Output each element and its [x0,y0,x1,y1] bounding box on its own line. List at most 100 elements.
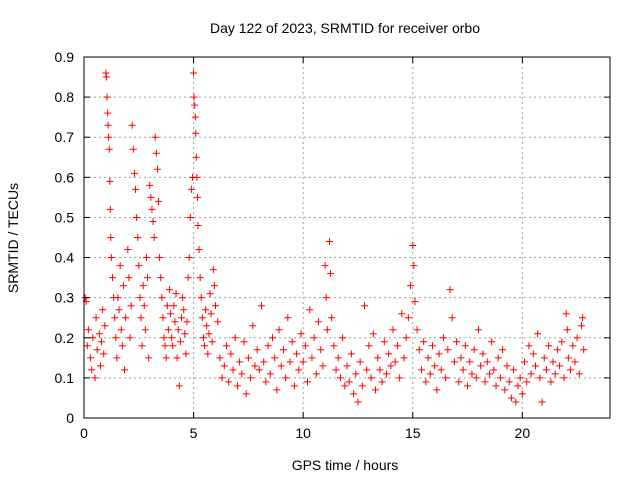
data-point [321,262,329,270]
data-point [424,354,432,362]
data-point [564,354,572,362]
data-point [358,382,366,390]
x-axis-label: GPS time / hours [292,457,399,473]
y-tick-label: 0.4 [55,250,75,266]
data-point [483,358,491,366]
data-point [145,354,153,362]
data-point [573,334,581,342]
data-point [315,318,323,326]
data-point [209,266,217,274]
data-point [107,234,115,241]
data-point [157,274,165,282]
data-point [466,358,474,366]
data-point [317,346,325,354]
data-point [102,73,110,81]
data-point [192,129,200,137]
data-point [516,374,524,382]
data-point [179,294,187,302]
data-point [507,394,515,402]
data-point [204,350,212,358]
data-point [336,374,344,382]
data-point [205,330,213,338]
data-point [363,366,371,374]
data-point [393,342,401,350]
data-point [345,378,353,386]
data-point [297,330,305,338]
data-point [185,254,193,262]
data-point [464,382,472,390]
data-point [208,338,216,346]
data-point [560,374,568,382]
data-point [153,165,161,173]
data-point [477,362,485,370]
data-point [496,374,504,382]
data-point [563,326,571,334]
data-point [202,306,210,314]
data-point [236,358,244,366]
data-point [148,205,156,213]
data-point [402,334,410,342]
data-point [207,310,215,318]
data-point [510,366,518,374]
data-point [104,109,112,117]
data-point [551,370,559,378]
y-tick-label: 0.8 [55,89,75,105]
data-point [350,390,358,398]
data-point [160,334,168,342]
data-point [106,205,114,213]
data-point [89,334,97,342]
data-point [99,306,107,314]
data-point [158,294,166,302]
data-point [343,362,351,370]
data-point [116,262,124,270]
data-point [169,342,177,350]
x-tick-label: 15 [405,425,421,441]
data-point [556,362,564,370]
data-point [161,342,169,350]
data-point [91,374,99,382]
data-point [542,366,550,374]
data-point [96,362,104,370]
data-point [100,350,108,358]
data-point [341,382,349,390]
data-point [339,334,347,342]
data-point [488,338,496,346]
data-point [106,177,114,185]
data-point [184,274,192,282]
data-point [146,181,154,189]
y-tick-label: 0 [66,410,74,426]
data-point [407,282,415,290]
data-point [540,354,548,362]
data-point [132,185,140,193]
data-point [183,318,191,326]
data-point [470,346,478,354]
data-point [244,354,252,362]
data-point [197,294,205,302]
data-point [538,398,546,406]
data-point [547,378,555,386]
data-point [468,370,476,378]
data-point [182,350,190,358]
data-point [330,342,338,350]
data-point [325,238,333,246]
x-tick-label: 5 [190,425,198,441]
data-point [503,362,511,370]
data-point [130,169,138,177]
data-point [431,362,439,370]
data-point [258,302,266,310]
data-point [238,370,246,378]
data-point [391,358,399,366]
data-point [579,314,587,322]
data-point [180,306,188,314]
data-point [218,374,226,382]
data-point [472,374,480,382]
data-point [347,350,355,358]
data-point [193,173,201,181]
data-point [409,242,417,250]
data-point [404,314,412,322]
data-point [558,338,566,346]
data-point [253,346,261,354]
data-point [156,254,164,262]
data-point [420,338,428,346]
